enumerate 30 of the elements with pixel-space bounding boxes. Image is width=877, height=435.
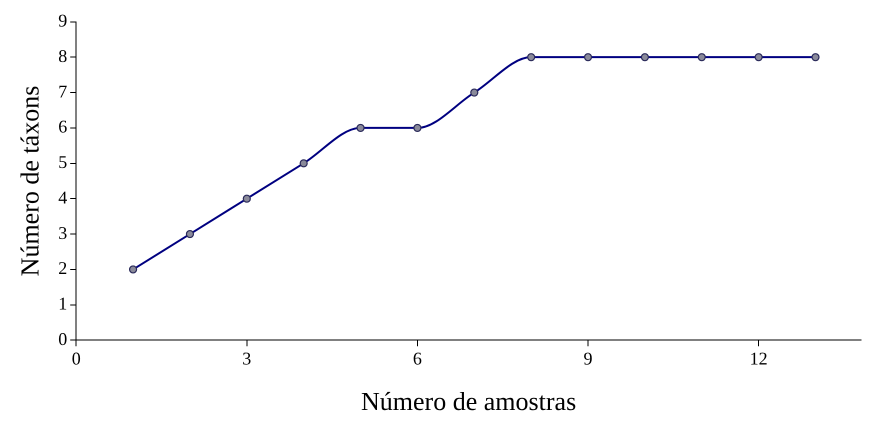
point (300, 159, 308, 168)
y-tick-label: 8 (58, 46, 68, 66)
point (128, 265, 138, 274)
point (470, 88, 478, 97)
y-tick-label: 9 (58, 10, 68, 31)
point (527, 53, 536, 62)
point (242, 194, 251, 203)
x-tick-label: 6 (412, 348, 422, 369)
x-tick-label: 12 (750, 348, 768, 369)
x-tick-label: 0 (72, 348, 81, 369)
point (584, 53, 592, 62)
y-tick-label: 1 (58, 294, 68, 314)
y-tick-label: 0 (58, 328, 68, 349)
y-tick-label: 4 (58, 187, 68, 208)
y-tick-label: 7 (58, 81, 68, 102)
point (754, 53, 763, 62)
y-axis-title: Número de táxons (15, 86, 44, 276)
point (811, 53, 820, 62)
y-tick-label: 2 (58, 258, 68, 278)
point (698, 53, 706, 62)
y-tick-label: 5 (58, 152, 68, 172)
y-tick-label: 3 (58, 222, 68, 243)
point (413, 124, 422, 132)
x-axis-title: Número de amostras (361, 387, 576, 416)
x-tick-label: 9 (584, 348, 593, 369)
point (356, 124, 365, 132)
y-tick-label: 6 (58, 116, 68, 137)
point (186, 230, 194, 238)
x-tick-label: 3 (242, 348, 252, 369)
point (640, 53, 649, 62)
